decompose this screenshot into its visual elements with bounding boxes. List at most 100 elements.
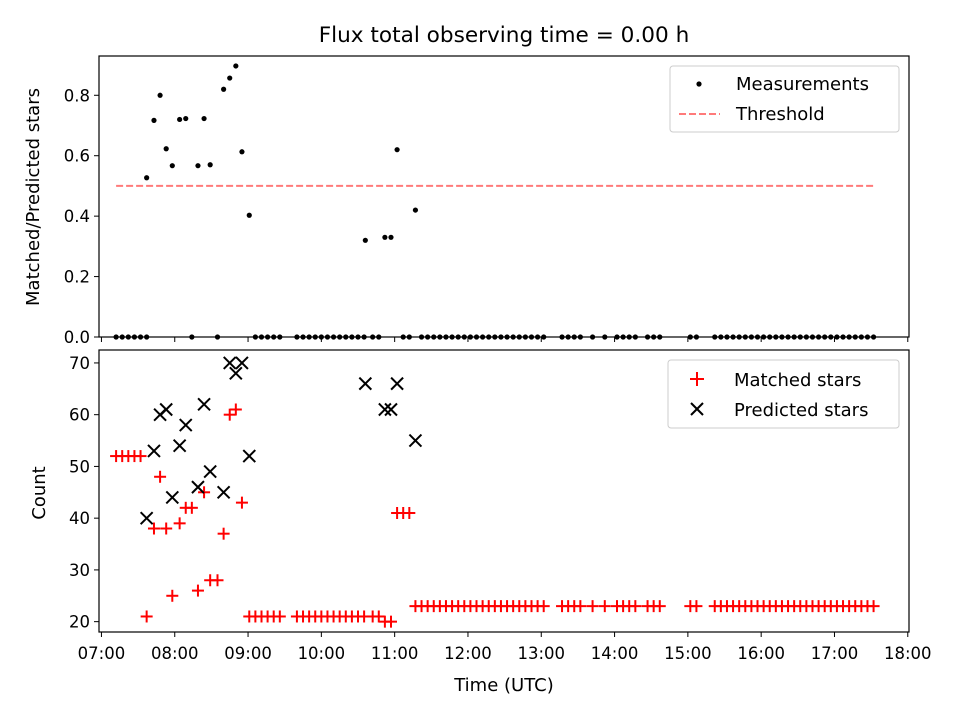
legend-threshold-label: Threshold <box>735 104 825 125</box>
predicted-star-point <box>172 439 187 453</box>
legend-measurements-label: Measurements <box>736 74 869 95</box>
bottom-y-axis-label: Count <box>29 466 50 519</box>
matched-star-point <box>217 527 230 540</box>
matched-star-point <box>229 403 242 416</box>
matched-star-point <box>629 600 642 613</box>
matched-star-point <box>166 589 179 602</box>
matched-star-point <box>211 574 224 587</box>
measurement-point <box>207 162 213 168</box>
measurement-point <box>362 237 368 243</box>
bottom-legend: Matched stars Predicted stars <box>667 359 900 429</box>
matched-star-point <box>690 600 703 613</box>
predicted-star-point <box>197 397 211 412</box>
matched-star-point <box>140 610 153 623</box>
predicted-star-point <box>165 490 180 505</box>
measurement-point <box>221 86 227 92</box>
matched-star-point <box>154 470 167 483</box>
top-y-tick-label: 0.6 <box>64 147 90 166</box>
bottom-x-tick-label: 11:00 <box>371 644 419 663</box>
matched-star-point <box>173 517 186 530</box>
top-legend: Measurements Threshold <box>669 65 900 133</box>
measurement-point <box>246 212 252 218</box>
measurement-point <box>151 117 157 123</box>
matched-star-point <box>574 600 587 613</box>
bottom-x-tick-label: 12:00 <box>444 644 492 663</box>
matched-star-point <box>384 615 397 628</box>
predicted-star-point <box>242 449 256 463</box>
matched-star-point <box>223 408 236 421</box>
bottom-y-tick-label: 60 <box>69 406 90 425</box>
bottom-x-tick-label: 16:00 <box>737 644 785 663</box>
matched-star-point <box>147 522 160 535</box>
top-axes-frame <box>98 55 910 338</box>
legend-predicted-label: Predicted stars <box>734 400 868 421</box>
legend-matched-label: Matched stars <box>734 370 861 391</box>
top-y-axis-label: Matched/Predicted stars <box>23 88 44 306</box>
measurement-point <box>163 146 169 152</box>
bottom-x-tick-label: 07:00 <box>78 644 126 663</box>
matched-star-point <box>372 610 385 623</box>
top-y-tick-label: 0.0 <box>64 328 90 347</box>
bottom-x-ticks: 07:00 08:00 09:00 10:00 11:00 12:00 13:00 14:00… <box>78 632 932 663</box>
measurement-point <box>239 149 245 155</box>
predicted-star-point <box>179 418 193 432</box>
predicted-star-point <box>408 433 423 448</box>
predicted-star-point <box>147 444 161 458</box>
top-y-tick-label: 0.2 <box>64 268 90 287</box>
matched-star-point <box>586 600 599 613</box>
measurement-point <box>169 163 175 169</box>
top-y-tick-label: 0.8 <box>64 86 90 105</box>
measurement-point <box>201 115 207 122</box>
x-axis-label: Time (UTC) <box>453 675 554 696</box>
bottom-y-tick-label: 70 <box>69 354 90 373</box>
matched-star-point <box>185 501 198 514</box>
bottom-x-tick-label: 18:00 <box>884 644 932 663</box>
bottom-panel: 20 30 40 50 60 70 07:00 08:00 09:00 10:00 11:00 12… <box>29 349 932 696</box>
chart-title: Flux total observing time = 0.00 h <box>319 23 690 48</box>
matched-star-point <box>235 496 248 509</box>
matched-star-point <box>653 600 666 613</box>
bottom-x-tick-label: 10:00 <box>298 644 346 663</box>
measurement-point <box>227 75 233 81</box>
top-x-ticks <box>100 337 909 342</box>
top-data-layer <box>113 63 877 340</box>
bottom-axes-frame <box>98 349 910 633</box>
measurement-point <box>412 207 419 213</box>
bottom-data-layer <box>110 356 880 628</box>
matched-star-point <box>273 610 286 623</box>
top-panel: 0.00.20.40.60.8 Matched/Predicted stars … <box>23 55 910 347</box>
legend-predicted-marker <box>690 402 704 416</box>
matched-star-point <box>598 600 611 613</box>
bottom-x-tick-label: 15:00 <box>664 644 712 663</box>
predicted-star-point <box>223 356 237 370</box>
bottom-y-ticks: 20 30 40 50 60 70 <box>69 354 99 632</box>
legend-measurements-marker <box>696 81 702 87</box>
measurement-point <box>144 175 150 181</box>
top-y-tick-label: 0.4 <box>64 207 90 226</box>
measurement-point <box>177 116 183 123</box>
measurement-point <box>157 92 163 98</box>
bottom-y-tick-label: 40 <box>69 509 90 528</box>
bottom-y-tick-label: 50 <box>69 457 90 476</box>
matched-star-point <box>191 584 204 597</box>
bottom-y-tick-label: 30 <box>69 561 90 580</box>
top-legend-box <box>669 65 900 133</box>
predicted-star-point <box>191 480 205 494</box>
measurement-point <box>195 163 201 169</box>
bottom-x-tick-label: 14:00 <box>591 644 639 663</box>
bottom-legend-box <box>667 359 900 429</box>
bottom-x-tick-label: 09:00 <box>224 644 272 663</box>
legend-matched-marker <box>690 372 704 386</box>
matched-star-point <box>160 522 173 535</box>
measurement-point <box>394 147 400 153</box>
measurement-point <box>382 234 388 240</box>
measurement-point <box>233 63 239 69</box>
matched-star-point <box>537 600 550 613</box>
top-y-ticks: 0.0 0.2 0.4 0.6 0.8 <box>64 86 99 347</box>
predicted-star-point <box>235 356 249 370</box>
measurement-point <box>183 115 189 122</box>
predicted-star-point <box>229 366 243 380</box>
measurement-point <box>388 234 394 240</box>
predicted-star-point <box>390 376 404 391</box>
